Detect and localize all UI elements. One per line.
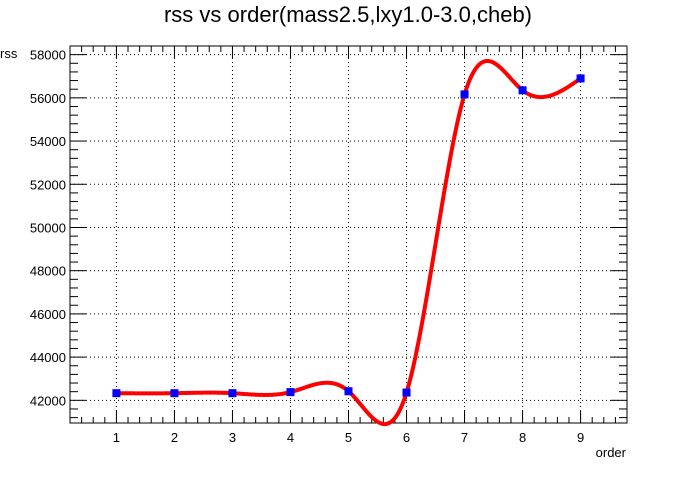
chart-title: rss vs order(mass2.5,lxy1.0-3.0,cheb) bbox=[164, 2, 532, 27]
x-tick-label: 4 bbox=[287, 430, 294, 445]
data-point-marker bbox=[344, 387, 353, 396]
data-point-marker bbox=[112, 389, 121, 398]
x-tick-label: 9 bbox=[577, 430, 584, 445]
y-tick-label: 44000 bbox=[30, 350, 66, 365]
marker-layer bbox=[112, 74, 585, 398]
y-tick-label: 42000 bbox=[30, 393, 66, 408]
data-point-marker bbox=[576, 74, 585, 83]
data-point-marker bbox=[460, 90, 469, 99]
x-tick-label: 7 bbox=[461, 430, 468, 445]
x-tick-label: 8 bbox=[519, 430, 526, 445]
x-tick-label: 6 bbox=[403, 430, 410, 445]
x-tick-label: 5 bbox=[345, 430, 352, 445]
x-axis-label: order bbox=[596, 445, 627, 460]
data-point-marker bbox=[402, 388, 411, 397]
y-tick-label: 52000 bbox=[30, 177, 66, 192]
x-tick-label: 2 bbox=[171, 430, 178, 445]
grid-layer bbox=[70, 46, 627, 423]
y-axis-label: rss bbox=[0, 46, 18, 61]
data-point-marker bbox=[518, 86, 527, 95]
data-point-marker bbox=[228, 389, 237, 398]
y-tick-label: 50000 bbox=[30, 220, 66, 235]
data-point-marker bbox=[170, 389, 179, 398]
x-tick-label: 1 bbox=[113, 430, 120, 445]
y-tick-label: 56000 bbox=[30, 91, 66, 106]
y-tick-label: 54000 bbox=[30, 134, 66, 149]
y-tick-label: 46000 bbox=[30, 307, 66, 322]
x-tick-label: 3 bbox=[229, 430, 236, 445]
y-tick-label: 48000 bbox=[30, 264, 66, 279]
y-tick-label: 58000 bbox=[30, 48, 66, 63]
data-point-marker bbox=[286, 388, 295, 397]
axis-ticks: 1 2 3 4 5 6 7 8 9 42000 44000 46000 48000 50000 52000 5… bbox=[30, 45, 628, 445]
